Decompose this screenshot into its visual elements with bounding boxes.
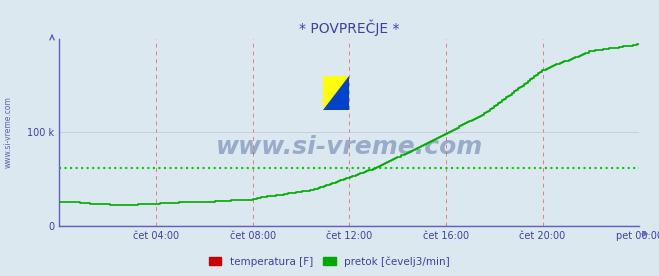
Polygon shape	[323, 76, 349, 110]
Text: www.si-vreme.com: www.si-vreme.com	[215, 136, 483, 160]
Title: * POVPREČJE *: * POVPREČJE *	[299, 20, 399, 36]
Text: www.si-vreme.com: www.si-vreme.com	[3, 97, 13, 168]
Legend: temperatura [F], pretok [čevelj3/min]: temperatura [F], pretok [čevelj3/min]	[205, 252, 454, 271]
Polygon shape	[323, 76, 349, 110]
